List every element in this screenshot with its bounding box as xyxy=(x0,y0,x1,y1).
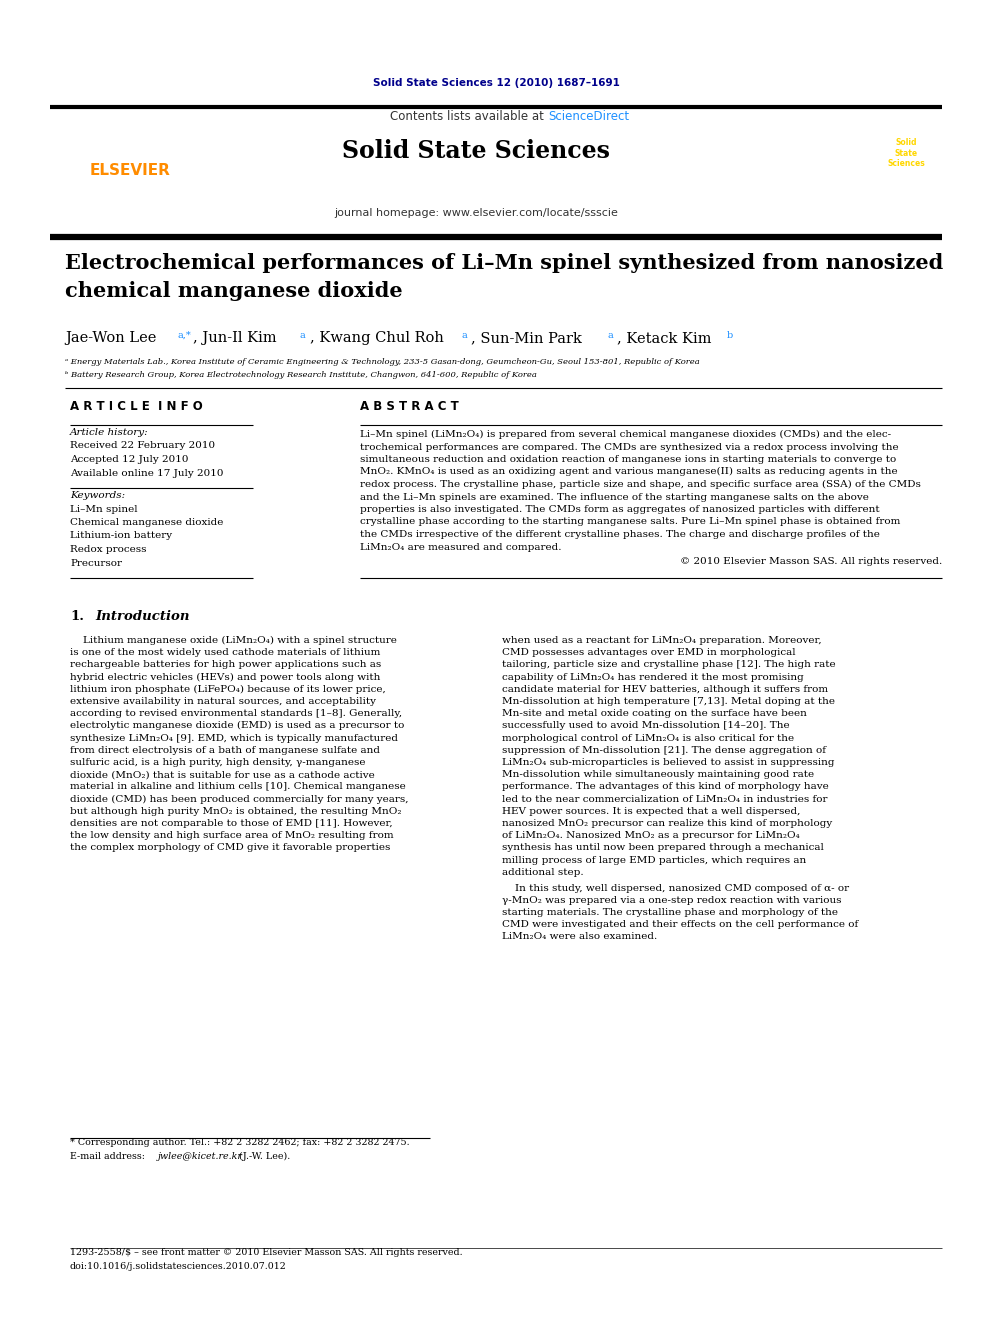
Text: Li–Mn spinel: Li–Mn spinel xyxy=(70,504,138,513)
Text: b: b xyxy=(727,331,733,340)
Text: doi:10.1016/j.solidstatesciences.2010.07.012: doi:10.1016/j.solidstatesciences.2010.07… xyxy=(70,1262,287,1271)
Text: ᵃ Energy Materials Lab., Korea Institute of Ceramic Engineering & Technology, 23: ᵃ Energy Materials Lab., Korea Institute… xyxy=(65,359,699,366)
Text: synthesis has until now been prepared through a mechanical: synthesis has until now been prepared th… xyxy=(502,843,824,852)
Text: trochemical performances are compared. The CMDs are synthesized via a redox proc: trochemical performances are compared. T… xyxy=(360,442,899,451)
Text: a: a xyxy=(300,331,306,340)
Text: nanosized MnO₂ precursor can realize this kind of morphology: nanosized MnO₂ precursor can realize thi… xyxy=(502,819,832,828)
Text: A B S T R A C T: A B S T R A C T xyxy=(360,400,458,413)
Text: Mn-dissolution while simultaneously maintaining good rate: Mn-dissolution while simultaneously main… xyxy=(502,770,814,779)
Text: material in alkaline and lithium cells [10]. Chemical manganese: material in alkaline and lithium cells [… xyxy=(70,782,406,791)
Text: starting materials. The crystalline phase and morphology of the: starting materials. The crystalline phas… xyxy=(502,908,838,917)
Text: performance. The advantages of this kind of morphology have: performance. The advantages of this kind… xyxy=(502,782,828,791)
Text: the CMDs irrespective of the different crystalline phases. The charge and discha: the CMDs irrespective of the different c… xyxy=(360,531,880,538)
Text: milling process of large EMD particles, which requires an: milling process of large EMD particles, … xyxy=(502,856,806,865)
Text: sulfuric acid, is a high purity, high density, γ-manganese: sulfuric acid, is a high purity, high de… xyxy=(70,758,365,767)
Text: Article history:: Article history: xyxy=(70,429,149,437)
Text: a,*: a,* xyxy=(177,331,190,340)
Text: from direct electrolysis of a bath of manganese sulfate and: from direct electrolysis of a bath of ma… xyxy=(70,746,380,755)
Text: Keywords:: Keywords: xyxy=(70,491,125,500)
Text: A R T I C L E  I N F O: A R T I C L E I N F O xyxy=(70,400,202,413)
Text: and the Li–Mn spinels are examined. The influence of the starting manganese salt: and the Li–Mn spinels are examined. The … xyxy=(360,492,869,501)
Text: dioxide (MnO₂) that is suitable for use as a cathode active: dioxide (MnO₂) that is suitable for use … xyxy=(70,770,375,779)
Text: when used as a reactant for LiMn₂O₄ preparation. Moreover,: when used as a reactant for LiMn₂O₄ prep… xyxy=(502,636,821,646)
Text: Solid
State
Sciences: Solid State Sciences xyxy=(887,138,925,168)
Text: LiMn₂O₄ are measured and compared.: LiMn₂O₄ are measured and compared. xyxy=(360,542,561,552)
Text: Available online 17 July 2010: Available online 17 July 2010 xyxy=(70,468,223,478)
Text: Mn-site and metal oxide coating on the surface have been: Mn-site and metal oxide coating on the s… xyxy=(502,709,806,718)
Text: * Corresponding author. Tel.: +82 2 3282 2462; fax: +82 2 3282 2475.: * Corresponding author. Tel.: +82 2 3282… xyxy=(70,1138,410,1147)
Text: © 2010 Elsevier Masson SAS. All rights reserved.: © 2010 Elsevier Masson SAS. All rights r… xyxy=(680,557,942,566)
Text: candidate material for HEV batteries, although it suffers from: candidate material for HEV batteries, al… xyxy=(502,685,828,693)
Text: redox process. The crystalline phase, particle size and shape, and specific surf: redox process. The crystalline phase, pa… xyxy=(360,480,921,490)
Text: 1.: 1. xyxy=(70,610,84,623)
Text: Precursor: Precursor xyxy=(70,558,122,568)
Text: chemical manganese dioxide: chemical manganese dioxide xyxy=(65,280,403,302)
Text: the low density and high surface area of MnO₂ resulting from: the low density and high surface area of… xyxy=(70,831,394,840)
Text: LiMn₂O₄ sub-microparticles is believed to assist in suppressing: LiMn₂O₄ sub-microparticles is believed t… xyxy=(502,758,834,767)
Text: , Kwang Chul Roh: , Kwang Chul Roh xyxy=(310,331,443,345)
Text: CMD possesses advantages over EMD in morphological: CMD possesses advantages over EMD in mor… xyxy=(502,648,796,658)
Text: properties is also investigated. The CMDs form as aggregates of nanosized partic: properties is also investigated. The CMD… xyxy=(360,505,880,515)
Text: In this study, well dispersed, nanosized CMD composed of α- or: In this study, well dispersed, nanosized… xyxy=(502,884,849,893)
Text: (J.-W. Lee).: (J.-W. Lee). xyxy=(236,1152,291,1162)
Text: simultaneous reduction and oxidation reaction of manganese ions in starting mate: simultaneous reduction and oxidation rea… xyxy=(360,455,896,464)
Text: dioxide (CMD) has been produced commercially for many years,: dioxide (CMD) has been produced commerci… xyxy=(70,795,409,803)
Text: Solid State Sciences 12 (2010) 1687–1691: Solid State Sciences 12 (2010) 1687–1691 xyxy=(373,78,619,89)
Text: , Sun-Min Park: , Sun-Min Park xyxy=(471,331,582,345)
Text: but although high purity MnO₂ is obtained, the resulting MnO₂: but although high purity MnO₂ is obtaine… xyxy=(70,807,402,816)
Text: ELSEVIER: ELSEVIER xyxy=(89,163,171,179)
Text: HEV power sources. It is expected that a well dispersed,: HEV power sources. It is expected that a… xyxy=(502,807,801,816)
Text: Electrochemical performances of Li–Mn spinel synthesized from nanosized: Electrochemical performances of Li–Mn sp… xyxy=(65,253,943,273)
Text: a: a xyxy=(607,331,613,340)
Text: LiMn₂O₄ were also examined.: LiMn₂O₄ were also examined. xyxy=(502,933,658,942)
Text: Li–Mn spinel (LiMn₂O₄) is prepared from several chemical manganese dioxides (CMD: Li–Mn spinel (LiMn₂O₄) is prepared from … xyxy=(360,430,891,439)
Text: ᵇ Battery Research Group, Korea Electrotechnology Research Institute, Changwon, : ᵇ Battery Research Group, Korea Electrot… xyxy=(65,370,537,378)
Text: , Jun-Il Kim: , Jun-Il Kim xyxy=(193,331,277,345)
Text: Lithium-ion battery: Lithium-ion battery xyxy=(70,532,173,541)
Text: densities are not comparable to those of EMD [11]. However,: densities are not comparable to those of… xyxy=(70,819,393,828)
Text: the complex morphology of CMD give it favorable properties: the complex morphology of CMD give it fa… xyxy=(70,843,391,852)
Text: rechargeable batteries for high power applications such as: rechargeable batteries for high power ap… xyxy=(70,660,381,669)
Text: tailoring, particle size and crystalline phase [12]. The high rate: tailoring, particle size and crystalline… xyxy=(502,660,835,669)
Text: Lithium manganese oxide (LiMn₂O₄) with a spinel structure: Lithium manganese oxide (LiMn₂O₄) with a… xyxy=(70,636,397,646)
Text: Chemical manganese dioxide: Chemical manganese dioxide xyxy=(70,519,223,527)
Text: Received 22 February 2010: Received 22 February 2010 xyxy=(70,442,215,451)
Text: suppression of Mn-dissolution [21]. The dense aggregation of: suppression of Mn-dissolution [21]. The … xyxy=(502,746,826,755)
Text: Contents lists available at: Contents lists available at xyxy=(391,110,548,123)
Text: CMD were investigated and their effects on the cell performance of: CMD were investigated and their effects … xyxy=(502,921,858,929)
Text: synthesize LiMn₂O₄ [9]. EMD, which is typically manufactured: synthesize LiMn₂O₄ [9]. EMD, which is ty… xyxy=(70,733,398,742)
Text: jwlee@kicet.re.kr: jwlee@kicet.re.kr xyxy=(158,1152,243,1162)
Text: journal homepage: www.elsevier.com/locate/ssscie: journal homepage: www.elsevier.com/locat… xyxy=(334,208,618,218)
Text: E-mail address:: E-mail address: xyxy=(70,1152,148,1162)
Text: led to the near commercialization of LiMn₂O₄ in industries for: led to the near commercialization of LiM… xyxy=(502,795,827,803)
Text: Accepted 12 July 2010: Accepted 12 July 2010 xyxy=(70,455,188,464)
Text: is one of the most widely used cathode materials of lithium: is one of the most widely used cathode m… xyxy=(70,648,380,658)
Text: additional step.: additional step. xyxy=(502,868,583,877)
Text: lithium iron phosphate (LiFePO₄) because of its lower price,: lithium iron phosphate (LiFePO₄) because… xyxy=(70,685,386,693)
Text: according to revised environmental standards [1–8]. Generally,: according to revised environmental stand… xyxy=(70,709,402,718)
Text: successfully used to avoid Mn-dissolution [14–20]. The: successfully used to avoid Mn-dissolutio… xyxy=(502,721,790,730)
Text: MnO₂. KMnO₄ is used as an oxidizing agent and various manganese(II) salts as red: MnO₂. KMnO₄ is used as an oxidizing agen… xyxy=(360,467,898,476)
Text: 1293-2558/$ – see front matter © 2010 Elsevier Masson SAS. All rights reserved.: 1293-2558/$ – see front matter © 2010 El… xyxy=(70,1248,462,1257)
Text: morphological control of LiMn₂O₄ is also critical for the: morphological control of LiMn₂O₄ is also… xyxy=(502,733,795,742)
Text: hybrid electric vehicles (HEVs) and power tools along with: hybrid electric vehicles (HEVs) and powe… xyxy=(70,672,380,681)
Text: a: a xyxy=(462,331,468,340)
Text: Solid State Sciences: Solid State Sciences xyxy=(342,139,610,163)
Text: Jae-Won Lee: Jae-Won Lee xyxy=(65,331,157,345)
Text: Mn-dissolution at high temperature [7,13]. Metal doping at the: Mn-dissolution at high temperature [7,13… xyxy=(502,697,835,706)
Text: extensive availability in natural sources, and acceptability: extensive availability in natural source… xyxy=(70,697,376,706)
Text: capability of LiMn₂O₄ has rendered it the most promising: capability of LiMn₂O₄ has rendered it th… xyxy=(502,672,804,681)
Text: of LiMn₂O₄. Nanosized MnO₂ as a precursor for LiMn₂O₄: of LiMn₂O₄. Nanosized MnO₂ as a precurso… xyxy=(502,831,800,840)
Text: Introduction: Introduction xyxy=(95,610,189,623)
Text: , Ketack Kim: , Ketack Kim xyxy=(617,331,711,345)
Text: electrolytic manganese dioxide (EMD) is used as a precursor to: electrolytic manganese dioxide (EMD) is … xyxy=(70,721,405,730)
Text: ScienceDirect: ScienceDirect xyxy=(548,110,629,123)
Text: γ-MnO₂ was prepared via a one-step redox reaction with various: γ-MnO₂ was prepared via a one-step redox… xyxy=(502,896,841,905)
Text: crystalline phase according to the starting manganese salts. Pure Li–Mn spinel p: crystalline phase according to the start… xyxy=(360,517,901,527)
Text: Redox process: Redox process xyxy=(70,545,147,554)
